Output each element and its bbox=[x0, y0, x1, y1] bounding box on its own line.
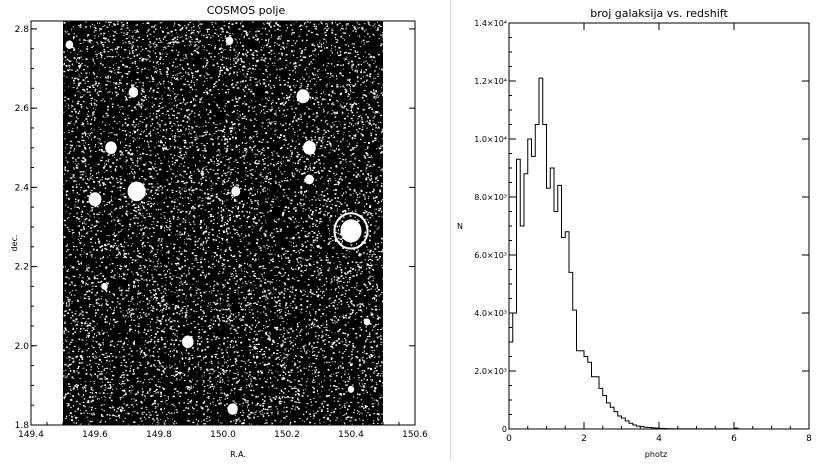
axes-frame bbox=[508, 22, 810, 430]
masked-region bbox=[296, 89, 310, 104]
y-tick-label: 1.2×10⁴ bbox=[474, 77, 507, 86]
y-tick-label: 2.8 bbox=[15, 25, 30, 35]
y-tick-label: 6.0×10³ bbox=[474, 251, 507, 260]
x-tick-label: 149.4 bbox=[18, 430, 44, 440]
masked-region bbox=[347, 385, 355, 393]
panel-divider bbox=[450, 0, 451, 461]
y-tick-label: 2.6 bbox=[15, 104, 30, 114]
y-tick-label: 8.0×10³ bbox=[474, 193, 507, 202]
y-axis-label: dec. bbox=[10, 235, 19, 252]
y-tick-label: 2.0 bbox=[15, 342, 30, 352]
masked-region bbox=[363, 318, 371, 326]
masked-region bbox=[225, 36, 234, 46]
y-tick-label: 1.0×10⁴ bbox=[474, 135, 507, 144]
x-tick-label: 149.6 bbox=[82, 430, 108, 440]
chart-title: broj galaksija vs. redshift bbox=[590, 7, 728, 20]
x-tick-label: 150.0 bbox=[210, 430, 236, 440]
cosmos-field-chart: COSMOS polje R.A. dec. 149.4 149.6 149.8 15… bbox=[10, 4, 428, 459]
x-tick-label: 2 bbox=[581, 434, 587, 444]
x-axis-label: photz bbox=[645, 450, 667, 459]
masked-region bbox=[127, 181, 146, 202]
masked-region bbox=[128, 87, 139, 98]
x-axis-label: R.A. bbox=[230, 450, 246, 459]
x-tick-label: 4 bbox=[656, 434, 662, 444]
x-tick-label: 6 bbox=[731, 434, 737, 444]
plot-area: 149.4 149.6 149.8 150.0 150.2 150.4 150.6 1.8 2.… bbox=[15, 20, 428, 440]
redshift-histogram-chart: broj galaksija vs. redshift photz N 0 2 4 6… bbox=[450, 0, 819, 461]
masked-region bbox=[227, 403, 238, 415]
masked-halo bbox=[333, 212, 369, 250]
masked-region bbox=[231, 186, 241, 197]
y-tick-label: 1.4×10⁴ bbox=[474, 19, 507, 28]
x-tick-label: 8 bbox=[806, 434, 812, 444]
y-tick-label: 4.0×10³ bbox=[474, 309, 507, 318]
galaxy-speckle bbox=[63, 21, 386, 427]
chart-title: COSMOS polje bbox=[207, 4, 286, 17]
masked-region bbox=[182, 335, 194, 349]
survey-field bbox=[63, 21, 383, 425]
y-tick-label: 2.0×10³ bbox=[474, 367, 507, 376]
masked-region bbox=[88, 192, 102, 207]
masked-region bbox=[65, 40, 74, 49]
y-axis-label: N bbox=[457, 222, 463, 231]
masked-region bbox=[340, 219, 362, 243]
masked-region bbox=[105, 141, 117, 155]
histogram-series bbox=[508, 77, 742, 430]
y-tick-label: 2.2 bbox=[15, 263, 29, 273]
plot-area: 0 2 4 6 8 0 2.0×10³ 4.0×10³ 6.0×10³ 8.0×10³ 1.0×10… bbox=[474, 19, 812, 444]
masked-region bbox=[101, 282, 108, 290]
y-tick-label: 1.8 bbox=[15, 421, 30, 431]
x-tick-label: 150.2 bbox=[274, 430, 300, 440]
redshift-histogram-plot: broj galaksija vs. redshift photz N 0 2 4 6… bbox=[457, 7, 812, 459]
x-tick-label: 149.8 bbox=[146, 430, 172, 440]
y-tick-label: 2.4 bbox=[15, 183, 30, 193]
x-tick-label: 150.6 bbox=[402, 430, 428, 440]
x-tick-label: 0 bbox=[506, 434, 512, 444]
masked-region bbox=[304, 174, 314, 185]
cosmos-field-plot: COSMOS polje R.A. dec. 149.4 149.6 149.8 15… bbox=[10, 4, 428, 459]
x-tick-label: 150.4 bbox=[338, 430, 364, 440]
y-tick-label: 0 bbox=[502, 425, 507, 434]
masked-region bbox=[303, 140, 316, 155]
